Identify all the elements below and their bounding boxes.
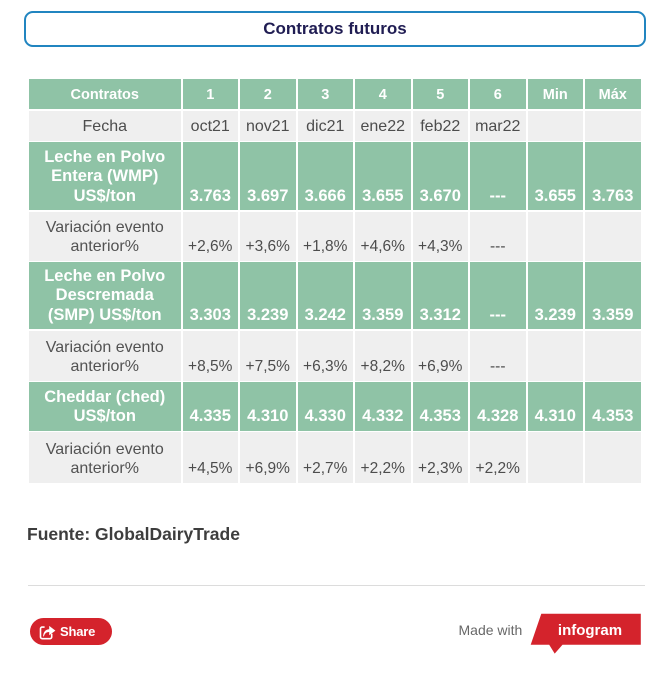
svg-text:infogram: infogram (558, 622, 622, 639)
